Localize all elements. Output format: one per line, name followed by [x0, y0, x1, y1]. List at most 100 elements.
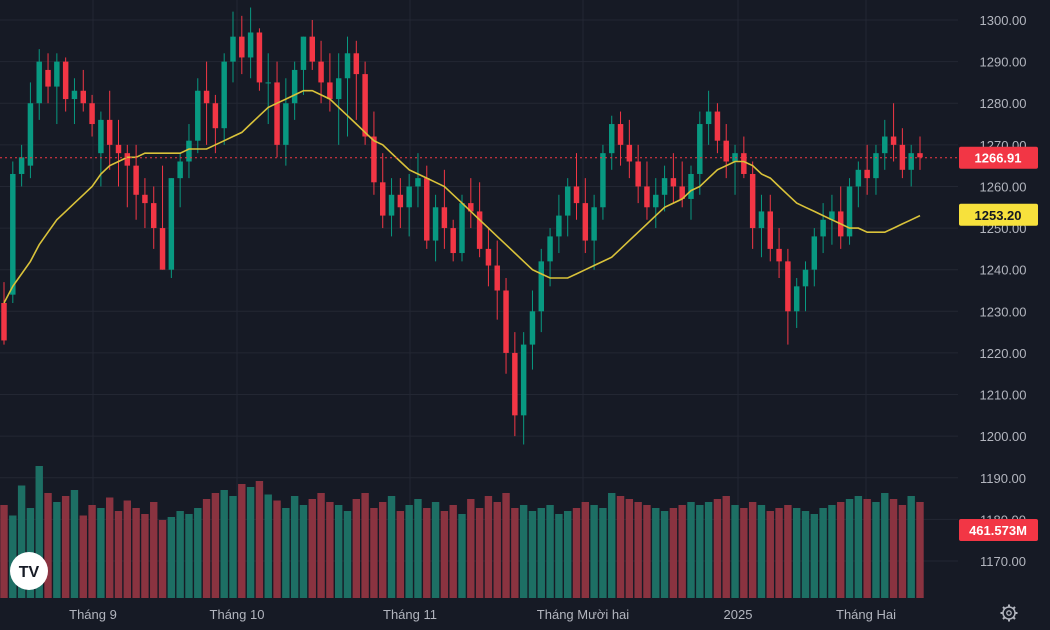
volume-bar: [299, 505, 308, 598]
candle: [1, 282, 7, 345]
candle: [670, 153, 677, 204]
volume-bar: [440, 511, 449, 598]
time-tick-label: Tháng Hai: [836, 607, 896, 622]
volume-bar: [845, 499, 854, 598]
volume-bar: [608, 493, 616, 598]
candle: [283, 78, 289, 166]
candle: [776, 228, 782, 279]
candle: [300, 36, 307, 95]
volume-bar: [590, 505, 598, 598]
ma-value-badge: 1253.20: [975, 208, 1022, 223]
gear-tooth: [1012, 606, 1016, 610]
candle-body: [212, 103, 219, 129]
candle-body: [476, 211, 483, 249]
volume-bar: [334, 505, 343, 598]
volume-bar: [519, 505, 528, 598]
candle: [820, 203, 826, 254]
candle: [644, 161, 650, 220]
candle-body: [195, 90, 201, 141]
candle-body: [151, 203, 157, 229]
candle-body: [811, 236, 818, 270]
candle-body: [247, 32, 254, 58]
candle-body: [415, 178, 421, 187]
price-tick-label: 1170.00: [980, 554, 1026, 569]
volume-bar: [704, 502, 713, 598]
candle: [512, 332, 518, 437]
gear-icon[interactable]: [1000, 604, 1018, 622]
volume-bar: [881, 493, 889, 598]
volume-bar: [528, 511, 537, 598]
candle-body: [424, 178, 430, 241]
candle: [520, 332, 527, 445]
time-axis[interactable]: Tháng 9 Tháng 10 Tháng 11 Tháng Mười hai 202…: [69, 607, 896, 622]
candle: [380, 153, 386, 229]
last-price-badge: 1266.91: [975, 151, 1022, 166]
price-axis[interactable]: 1300.001290.001280.001270.001260.001250.…: [980, 13, 1027, 569]
candle-body: [327, 82, 333, 100]
volume-bar: [396, 511, 405, 598]
candle: [203, 61, 210, 145]
candle: [151, 186, 157, 249]
candle: [855, 161, 862, 208]
tradingview-logo-icon[interactable]: TV: [10, 552, 48, 590]
candle-body: [168, 178, 175, 270]
last-price-badge-bg: [959, 146, 1038, 169]
volume-bar: [61, 496, 70, 598]
candle-body: [27, 103, 34, 166]
candle: [899, 128, 906, 179]
price-tick-label: 1240.00: [980, 263, 1027, 278]
candle: [239, 15, 245, 75]
candle-body: [80, 90, 86, 104]
volume-bar: [828, 505, 836, 598]
candle-body: [274, 82, 280, 145]
candle-body: [300, 36, 307, 70]
candle: [468, 178, 474, 229]
candle: [124, 144, 131, 208]
candle-body: [283, 103, 289, 145]
candle-body: [309, 36, 315, 62]
candle: [890, 103, 897, 162]
candle: [10, 161, 16, 303]
candle: [256, 28, 263, 91]
volume-bar: [537, 508, 545, 598]
candle-body: [397, 194, 404, 208]
candle: [503, 278, 509, 374]
volume-bar: [889, 499, 898, 598]
volume-bar: [405, 505, 413, 598]
candle-body: [626, 144, 633, 162]
volume-bar: [784, 505, 792, 598]
candle-body: [512, 352, 518, 416]
candle-body: [441, 207, 448, 229]
candle: [291, 61, 298, 120]
candle: [221, 53, 227, 145]
volume-bar: [414, 499, 422, 598]
volume-bar: [563, 511, 572, 598]
candle-body: [459, 203, 465, 254]
volume-bar: [854, 496, 863, 598]
candle: [142, 178, 148, 229]
volume-badge-bg: [959, 519, 1038, 541]
candle: [177, 153, 183, 208]
volume-bar: [766, 511, 774, 598]
candle: [441, 169, 448, 249]
volume-bar: [643, 505, 651, 598]
volume-bar: [238, 484, 246, 598]
candle-body: [203, 90, 210, 104]
candle: [626, 119, 633, 179]
candle: [344, 36, 351, 137]
candle: [723, 124, 729, 179]
candle: [838, 186, 844, 249]
price-tick-label: 1290.00: [980, 55, 1027, 70]
candle: [27, 82, 34, 179]
candle-body: [177, 161, 183, 179]
volume-bar: [167, 517, 176, 598]
candle-body: [873, 153, 879, 179]
gear-tooth: [1012, 616, 1016, 620]
volume-bar: [88, 505, 96, 598]
candle: [18, 144, 25, 187]
volume-bar: [387, 496, 396, 598]
candle-body: [749, 173, 756, 229]
candle-body: [291, 69, 298, 104]
candle-body: [89, 103, 95, 125]
